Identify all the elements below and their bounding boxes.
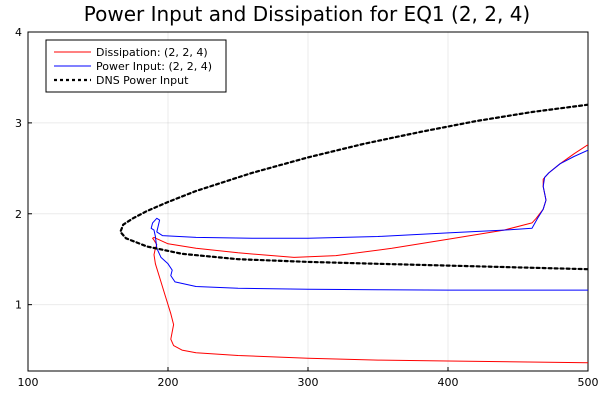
series-line-1: [152, 144, 588, 364]
y-tick-label: 3: [15, 117, 22, 130]
series-line-3: [119, 103, 588, 271]
y-tick-label: 4: [15, 26, 22, 39]
series-line-2: [150, 149, 588, 291]
x-tick-label: 500: [578, 376, 599, 389]
x-tick-label: 300: [298, 376, 319, 389]
series-layer: [119, 103, 588, 364]
y-tick-label: 1: [15, 299, 22, 312]
x-tick-label: 100: [18, 376, 39, 389]
legend-label-2: Power Input: (2, 2, 4): [96, 60, 212, 73]
x-tick-label: 400: [438, 376, 459, 389]
y-axis: 1 2 3 4: [15, 26, 32, 312]
chart-title: Power Input and Dissipation for EQ1 (2, …: [84, 2, 530, 26]
x-tick-label: 200: [158, 376, 179, 389]
x-axis: 100 200 300 400 500: [18, 367, 599, 389]
legend-label-3: DNS Power Input: [96, 74, 189, 87]
legend-label-1: Dissipation: (2, 2, 4): [96, 46, 208, 59]
legend: Dissipation: (2, 2, 4)Power Input: (2, 2…: [45, 39, 227, 93]
y-tick-label: 2: [15, 208, 22, 221]
